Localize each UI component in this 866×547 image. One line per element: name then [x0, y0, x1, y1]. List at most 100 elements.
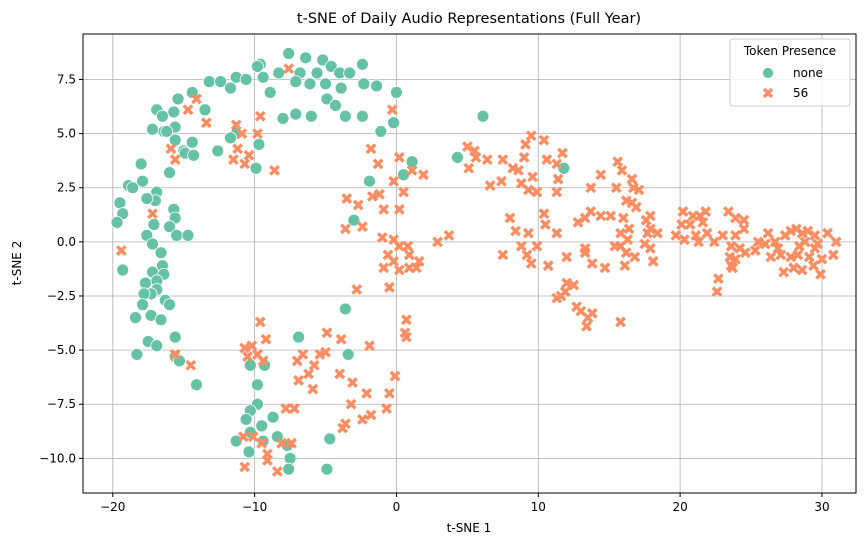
point-none — [139, 276, 152, 290]
point-56 — [243, 149, 255, 161]
point-56 — [402, 240, 414, 252]
point-none — [323, 432, 337, 446]
point-none — [292, 330, 305, 344]
point-56 — [230, 119, 242, 131]
point-56 — [291, 355, 303, 367]
point-56 — [531, 186, 543, 198]
point-none — [224, 81, 237, 95]
point-56 — [693, 236, 704, 248]
point-none — [319, 77, 332, 91]
point-56 — [286, 437, 297, 449]
point-56 — [378, 203, 390, 215]
point-none — [282, 462, 296, 476]
x-axis-label: t-SNE 1 — [447, 521, 492, 535]
point-none — [390, 86, 403, 99]
point-56 — [749, 245, 761, 256]
point-none — [357, 77, 371, 91]
point-56 — [393, 240, 405, 252]
x-tick-label: −20 — [100, 500, 125, 514]
point-none — [338, 302, 352, 316]
point-none — [387, 116, 401, 130]
point-56 — [276, 437, 287, 449]
point-56 — [521, 249, 533, 261]
point-none — [113, 196, 127, 210]
point-56 — [247, 431, 259, 443]
point-56 — [568, 279, 580, 291]
point-56 — [352, 199, 364, 211]
point-56 — [496, 175, 507, 187]
point-56 — [670, 229, 682, 241]
point-none — [405, 155, 419, 169]
point-56 — [260, 333, 272, 345]
point-56 — [335, 333, 347, 345]
point-56 — [827, 249, 839, 261]
point-56 — [541, 154, 553, 165]
point-56 — [236, 128, 248, 139]
point-56 — [364, 340, 375, 352]
point-56 — [792, 249, 804, 261]
point-56 — [200, 117, 212, 129]
point-56 — [389, 370, 401, 382]
point-56 — [403, 249, 415, 261]
legend: Token Presence none 56 — [729, 38, 851, 107]
point-56 — [678, 234, 690, 246]
point-56 — [239, 461, 251, 473]
point-56 — [531, 240, 543, 252]
point-56 — [808, 260, 819, 272]
point-56 — [461, 141, 473, 152]
point-none — [252, 138, 266, 151]
point-56 — [522, 227, 534, 239]
point-none — [276, 112, 290, 125]
point-56 — [581, 320, 592, 332]
point-56 — [321, 327, 333, 339]
point-56 — [697, 216, 709, 228]
point-none — [347, 213, 361, 227]
point-56 — [595, 169, 607, 181]
point-56 — [802, 225, 814, 237]
point-56 — [644, 210, 656, 222]
point-56 — [398, 186, 409, 198]
point-56 — [339, 223, 351, 235]
point-56 — [759, 238, 771, 250]
point-none — [211, 144, 225, 158]
point-56 — [246, 340, 258, 352]
point-none — [198, 103, 212, 117]
y-axis-ticks: −10.0 −7.5 −5.0 −2.5 0.0 2.5 5.0 7.5 — [39, 72, 83, 465]
point-none — [242, 445, 256, 459]
point-56 — [357, 413, 368, 425]
point-56 — [303, 368, 314, 380]
point-56 — [799, 236, 811, 248]
point-56 — [612, 156, 624, 168]
point-56 — [169, 349, 181, 360]
legend-marker-56 — [762, 87, 774, 99]
point-56 — [617, 212, 629, 224]
point-56 — [730, 229, 741, 241]
point-none — [116, 263, 130, 277]
point-56 — [725, 260, 737, 272]
point-none — [129, 311, 142, 325]
point-56 — [165, 143, 177, 155]
point-56 — [293, 375, 304, 386]
point-56 — [515, 240, 527, 252]
point-56 — [361, 388, 373, 399]
point-56 — [115, 245, 127, 256]
point-56 — [307, 383, 319, 395]
point-56 — [708, 236, 720, 248]
point-56 — [239, 158, 251, 170]
point-56 — [525, 130, 537, 142]
point-none — [310, 66, 324, 80]
point-56 — [633, 184, 645, 196]
point-56 — [599, 262, 611, 274]
point-56 — [374, 188, 385, 200]
point-56 — [809, 242, 821, 254]
point-56 — [605, 210, 617, 222]
point-56 — [513, 164, 524, 176]
point-none — [136, 174, 149, 188]
point-56 — [169, 154, 181, 165]
point-56 — [700, 206, 712, 217]
point-56 — [626, 173, 638, 185]
point-none — [370, 79, 383, 93]
point-none — [316, 53, 330, 67]
point-56 — [242, 351, 253, 363]
